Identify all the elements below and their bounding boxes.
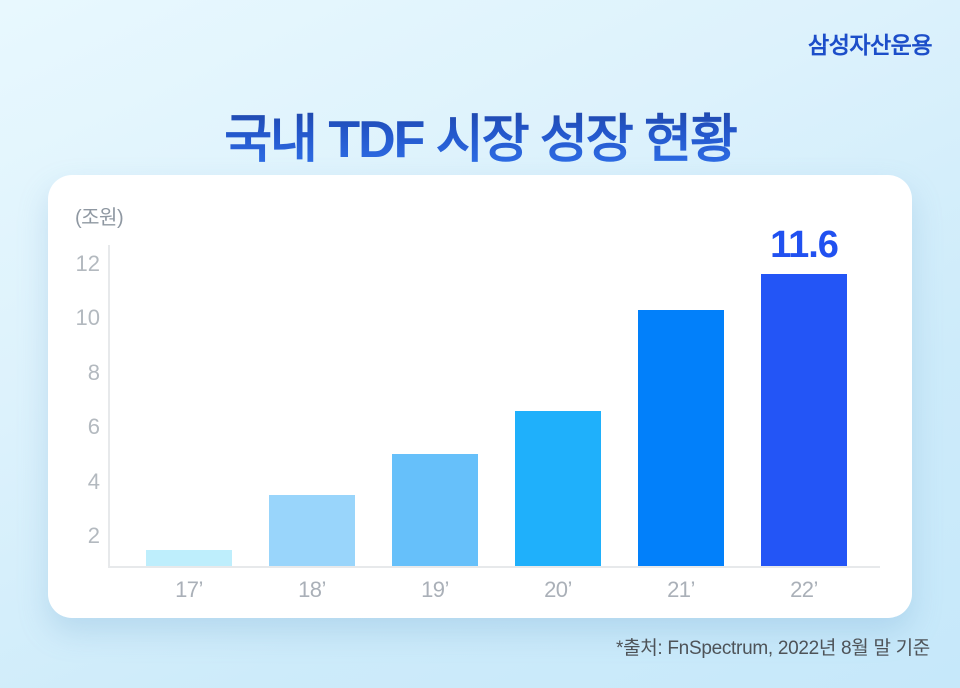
bar	[515, 410, 601, 566]
bar	[392, 454, 478, 566]
x-tick-label: 22’	[790, 577, 818, 602]
x-tick-label: 17’	[175, 577, 203, 602]
bar	[269, 495, 355, 566]
x-tick-label: 18’	[298, 577, 326, 602]
y-tick-label: 12	[75, 250, 100, 276]
y-tick-label: 10	[75, 305, 100, 330]
x-axis	[108, 566, 880, 568]
x-tick-label: 20’	[544, 577, 572, 602]
y-tick-label: 8	[87, 359, 100, 385]
bar	[146, 549, 232, 566]
x-tick-label: 19’	[421, 577, 449, 602]
brand-logo: 삼성자산운용	[808, 32, 932, 58]
y-axis-unit-label: (조원)	[75, 207, 124, 229]
x-tick-label: 21’	[667, 577, 695, 602]
bar	[638, 309, 724, 566]
y-tick-label: 4	[87, 468, 100, 494]
y-tick-label: 2	[87, 523, 100, 548]
page-title: 국내 TDF 시장 성장 현황	[0, 97, 960, 172]
source-note: *출처: FnSpectrum, 2022년 8월 말 기준	[615, 638, 930, 659]
y-tick-label: 6	[87, 414, 100, 439]
bar-value-label: 11.6	[770, 224, 839, 267]
y-axis	[108, 245, 110, 568]
chart-card: (조원) 2 4 6 8 10 12 17’ 18’ 19’ 20’ 21’ 22’ 11.6	[48, 175, 912, 618]
bar	[761, 274, 847, 566]
